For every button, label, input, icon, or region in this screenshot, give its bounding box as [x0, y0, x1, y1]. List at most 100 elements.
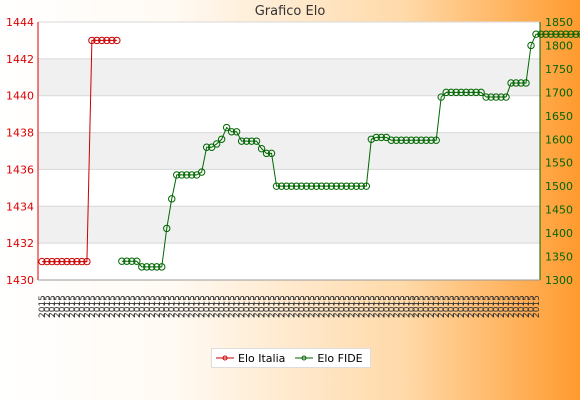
x-tick-label: 2015 — [422, 295, 432, 318]
data-point-italia — [68, 257, 76, 266]
data-point-fide — [487, 93, 495, 101]
x-tick-label: 2015 — [88, 295, 98, 318]
x-tick-label: 2015 — [332, 295, 342, 318]
data-point-fide — [377, 133, 386, 142]
x-tick-label: 2015 — [307, 295, 317, 318]
x-tick-label: 2015 — [342, 295, 352, 318]
x-tick-label: 2015 — [58, 295, 68, 318]
x-tick-label: 2015 — [517, 295, 527, 318]
data-point-fide — [178, 171, 186, 179]
data-point-fide — [552, 30, 560, 38]
data-point-italia — [83, 257, 91, 266]
legend-label-italia: Elo Italia — [238, 351, 286, 365]
data-point-fide — [168, 195, 176, 203]
x-tick-label: 2015 — [163, 295, 173, 318]
x-tick-label: 2015 — [492, 295, 502, 318]
x-tick-label: 2015 — [263, 295, 273, 318]
data-point-fide — [118, 257, 126, 265]
x-tick-label: 2015 — [283, 295, 293, 318]
data-point-fide — [332, 182, 341, 190]
x-tick-label: 2015 — [203, 295, 213, 318]
x-tick-label: 2015 — [188, 295, 198, 318]
x-tick-label: 2015 — [452, 295, 462, 318]
data-point-fide — [232, 128, 241, 136]
data-point-italia — [38, 257, 46, 266]
data-point-fide — [173, 171, 181, 179]
x-tick-label: 2015 — [432, 295, 442, 318]
x-tick-label: 2015 — [108, 295, 118, 318]
x-tick-label: 2015 — [133, 295, 143, 318]
data-point-fide — [197, 168, 206, 176]
data-point-fide — [153, 263, 161, 271]
x-tick-label: 2015 — [103, 295, 113, 318]
x-tick-label: 2015 — [63, 295, 73, 318]
x-tick-label: 2015 — [48, 295, 58, 318]
x-tick-label: 2015 — [98, 295, 108, 318]
data-point-fide — [572, 30, 580, 38]
x-tick-label: 2015 — [128, 295, 138, 318]
y-right-tick-label: 1800 — [545, 39, 573, 52]
y-left-tick-label: 1434 — [6, 200, 34, 213]
x-tick-label: 2015 — [522, 295, 532, 318]
x-tick-label: 2015 — [233, 295, 243, 318]
data-point-fide — [392, 136, 400, 144]
data-point-fide — [207, 143, 216, 151]
data-point-fide — [417, 136, 425, 144]
data-point-fide — [138, 263, 146, 271]
data-point-fide — [252, 137, 261, 145]
y-right-tick-label: 1350 — [545, 251, 573, 264]
data-point-fide — [257, 144, 266, 153]
x-tick-label: 2015 — [362, 295, 372, 318]
x-tick-label: 2015 — [173, 295, 183, 318]
x-tick-label: 2015 — [457, 295, 467, 318]
x-tick-label: 2015 — [113, 295, 123, 318]
x-tick-label: 2015 — [118, 295, 128, 318]
x-tick-label: 2015 — [337, 295, 347, 318]
x-tick-label: 2015 — [487, 295, 497, 318]
y-left-tick-label: 1432 — [6, 237, 34, 250]
y-right-tick-label: 1500 — [545, 180, 573, 193]
x-tick-label: 2015 — [417, 295, 427, 318]
x-tick-label: 2015 — [382, 295, 392, 318]
x-tick-label: 2015 — [93, 295, 103, 318]
data-point-fide — [422, 136, 430, 144]
legend-swatch-italia — [216, 355, 234, 361]
data-point-fide — [327, 182, 336, 190]
data-point-fide — [542, 30, 550, 38]
x-tick-label: 2015 — [268, 295, 278, 318]
x-tick-label: 2015 — [427, 295, 437, 318]
data-point-fide — [467, 88, 475, 97]
x-tick-label: 2015 — [407, 295, 417, 318]
data-point-fide — [123, 257, 131, 265]
y-right-tick-label: 1550 — [545, 157, 573, 170]
x-tick-label: 2015 — [143, 295, 153, 318]
data-point-fide — [457, 88, 465, 97]
x-tick-label: 2015 — [442, 295, 452, 318]
data-point-fide — [202, 143, 211, 151]
data-point-fide — [477, 88, 485, 97]
x-tick-label: 2015 — [123, 295, 133, 318]
data-point-italia — [48, 257, 56, 266]
grid-band — [38, 132, 540, 170]
data-point-fide — [482, 93, 490, 101]
x-tick-label: 2015 — [357, 295, 367, 318]
x-tick-label: 2015 — [43, 295, 53, 318]
x-tick-label: 2015 — [53, 295, 63, 318]
data-point-fide — [577, 30, 580, 38]
x-tick-label: 2015 — [437, 295, 447, 318]
data-point-fide — [412, 136, 420, 144]
data-point-fide — [262, 149, 271, 158]
x-tick-label: 2015 — [347, 295, 357, 318]
data-point-fide — [292, 182, 301, 190]
x-tick-label: 2015 — [327, 295, 337, 318]
y-left-tick-label: 1430 — [6, 274, 34, 287]
data-point-fide — [362, 182, 371, 190]
data-point-fide — [267, 149, 276, 158]
x-tick-label: 2015 — [412, 295, 422, 318]
data-point-fide — [302, 182, 311, 190]
data-point-fide — [547, 30, 555, 38]
x-tick-label: 2015 — [73, 295, 83, 318]
data-point-fide — [342, 182, 351, 190]
x-tick-label: 2015 — [447, 295, 457, 318]
data-point-fide — [337, 182, 346, 190]
